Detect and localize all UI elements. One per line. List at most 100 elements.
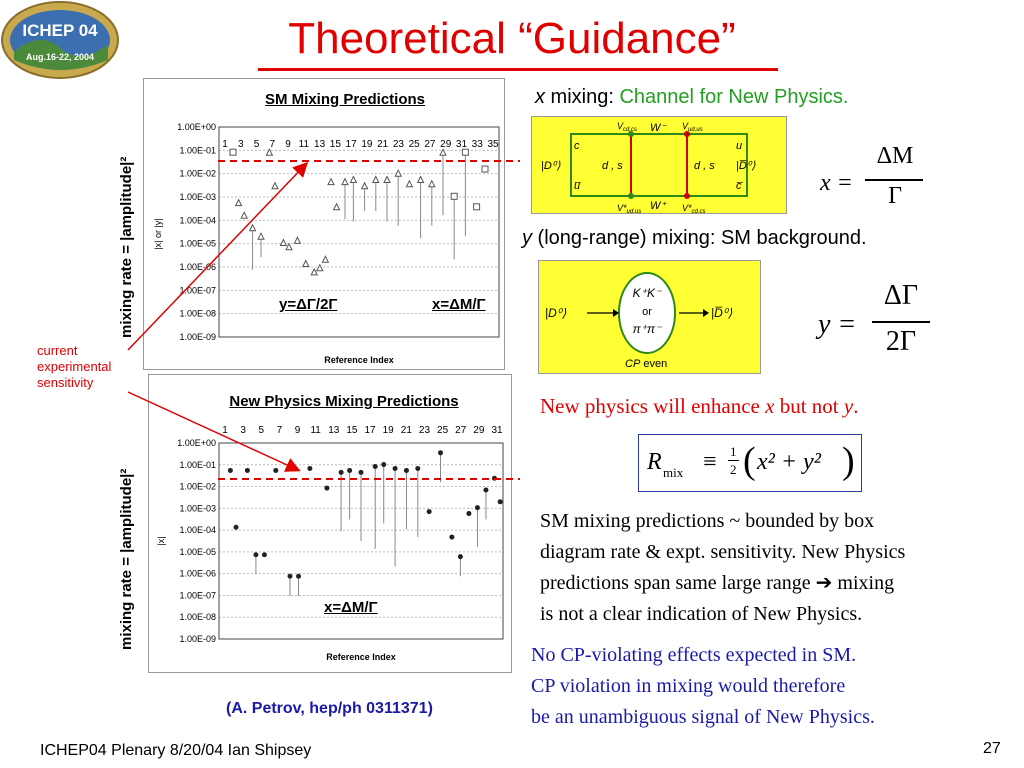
x-eq-lhs: x = (820, 170, 853, 196)
bottom-x-label: Reference Index (326, 652, 396, 662)
bottom-x-eq-label: x=ΔM/Γ (324, 599, 378, 616)
box-vckm-2: Vud,us (682, 121, 703, 133)
top-x-tick-label: 25 (409, 139, 421, 150)
cp-paragraph-line1: No CP-violating effects expected in SM. (531, 644, 857, 666)
top-point (473, 203, 481, 211)
bottom-plot-svg: 1.00E+00 1.00E-01 1.00E-02 1.00E-03 1.00E-04… (156, 425, 504, 662)
top-x-tick-label: 31 (456, 139, 468, 150)
top-x-tick-label: 35 (487, 139, 499, 150)
top-y-tick-label: 1.00E-05 (179, 239, 216, 249)
top-x-tick-label: 33 (472, 139, 484, 150)
bot-point (491, 475, 497, 481)
bot-point (438, 450, 444, 456)
bot-y-tick-label: 1.00E+00 (177, 438, 216, 448)
box-vckm-1: Vcd,cs (617, 121, 637, 133)
top-point (315, 263, 324, 272)
top-x-tick-label: 17 (346, 139, 358, 150)
bot-x-tick-label: 3 (240, 425, 246, 436)
bot-y-tick-label: 1.00E-09 (179, 634, 216, 644)
box-vckm-3: V*ud,us (617, 203, 641, 213)
np-statement: New physics will enhance x but not y. (540, 394, 859, 418)
bot-point (233, 524, 239, 530)
top-point (310, 267, 319, 276)
top-x-tick-label: 5 (254, 139, 260, 150)
bot-y-tick-label: 1.00E-07 (179, 590, 216, 600)
top-x-tick-label: 21 (377, 139, 389, 150)
sm-paragraph-line3: predictions span same large range ➔ mixi… (540, 572, 895, 594)
top-y-tick-label: 1.00E-08 (179, 309, 216, 319)
bot-x-tick-label: 21 (401, 425, 413, 436)
top-point (481, 165, 489, 173)
bot-point (403, 467, 409, 473)
cp-d0bar: |D̅⁰⟩ (711, 306, 733, 320)
bot-point (338, 469, 344, 475)
bot-x-tick-label: 9 (295, 425, 301, 436)
sm-paragraph-line2: diagram rate & expt. sensitivity. New Ph… (540, 541, 906, 563)
y-eq-num: ΔΓ (883, 280, 919, 311)
top-point (416, 175, 425, 183)
top-point (461, 148, 469, 156)
top-point (248, 223, 257, 232)
bot-point (244, 467, 250, 473)
bot-point (483, 487, 489, 493)
top-point (341, 177, 349, 186)
cp-diagram: |D⁰⟩ |D̅⁰⟩ K⁺K⁻ or π⁺π⁻ CP even (538, 260, 761, 374)
bot-x-tick-label: 1 (222, 425, 228, 436)
bot-point (497, 499, 503, 505)
top-point (265, 148, 274, 156)
top-point (383, 175, 391, 183)
top-y-tick-label: 1.00E-09 (179, 332, 216, 342)
bot-point (307, 465, 313, 471)
cp-kk: K⁺K⁻ (633, 286, 663, 300)
bot-point (273, 467, 279, 473)
top-x-ticks: 1 3 5 7 9 11 13 15 17 19 21 23 25 27 29 31 33 35 (222, 139, 499, 150)
bot-x-tick-label: 7 (277, 425, 283, 436)
box-d0bar: |D̅⁰⟩ (736, 160, 756, 172)
top-x-tick-label: 3 (238, 139, 244, 150)
top-y-tick-label: 1.00E-01 (179, 145, 216, 155)
bot-y-tick-label: 1.00E-05 (179, 547, 216, 557)
rmix-paren-left: ( (743, 440, 756, 482)
sm-paragraph-line1: SM mixing predictions ~ bounded by box (540, 510, 875, 532)
bottom-plot-area (218, 442, 504, 640)
cp-paragraph-line3: be an unambiguous signal of New Physics. (531, 706, 875, 728)
top-point (427, 179, 436, 188)
top-x-eq-label: x=ΔM/Γ (432, 296, 486, 313)
top-point (327, 177, 335, 186)
citation: (A. Petrov, hep/ph 0311371) (226, 700, 433, 717)
top-point (301, 259, 310, 267)
y-eq-den: 2Γ (885, 326, 917, 357)
x-eq-den: Γ (888, 183, 902, 209)
top-point (234, 198, 243, 207)
rmix-paren-right: ) (842, 440, 855, 482)
box-quark-u: u (736, 140, 742, 152)
top-x-tick-label: 29 (440, 139, 452, 150)
bot-point (381, 462, 387, 468)
top-y-tick-label: 1.00E-04 (179, 215, 216, 225)
bot-y-tick-label: 1.00E-01 (179, 460, 216, 470)
top-x-tick-label: 27 (424, 139, 436, 150)
bot-point (457, 554, 463, 560)
sm-paragraph: SM mixing predictions ~ bounded by box d… (540, 506, 1020, 630)
bot-y-tick-label: 1.00E-02 (179, 482, 216, 492)
bot-point (324, 485, 330, 491)
x-mixing-heading: x mixing: Channel for New Physics. (535, 86, 848, 109)
bot-point (347, 467, 353, 473)
top-plot-title: SM Mixing Predictions (264, 91, 426, 108)
bottom-y-inner-label: |x| (156, 536, 166, 545)
top-point (439, 148, 447, 156)
top-plot-svg: 1.00E+00 1.00E-01 1.00E-02 1.00E-03 1.00E-04… (153, 122, 500, 365)
y-mixing-heading: y (long-range) mixing: SM background. (522, 227, 867, 250)
bot-x-tick-label: 23 (419, 425, 431, 436)
box-vckm-4: V*cd,cs (682, 203, 706, 213)
bot-point (415, 465, 421, 471)
bot-point (474, 505, 480, 511)
top-x-tick-label: 1 (222, 139, 228, 150)
top-point (371, 175, 380, 183)
bot-point (253, 552, 259, 558)
np-mixing-plot: New Physics Mixing Predictions 1.00E+00 1… (148, 374, 512, 673)
top-x-tick-label: 13 (314, 139, 326, 150)
top-point (293, 236, 302, 244)
bottom-points (227, 450, 503, 596)
bottom-x-ticks: 1 3 5 7 9 11 13 15 17 19 21 23 25 27 29 31 (222, 425, 503, 436)
